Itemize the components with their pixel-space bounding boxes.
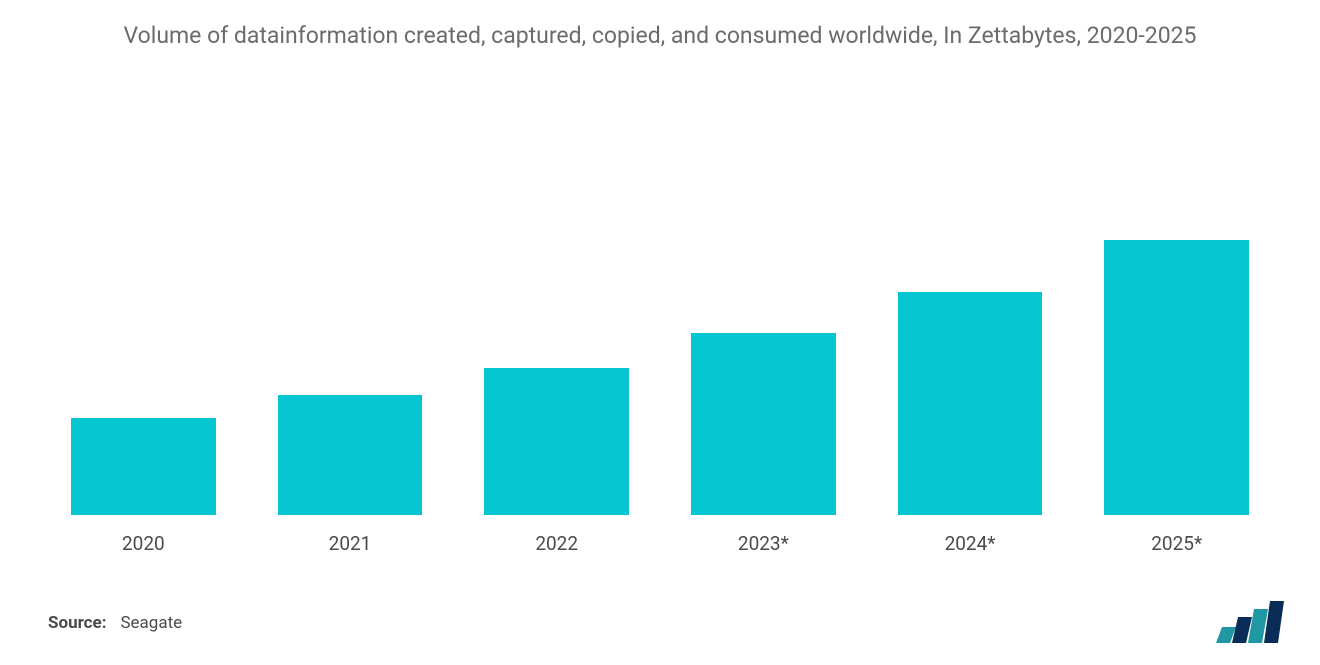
plot-area [40,120,1280,515]
source-label: Source: [48,613,106,633]
bar [71,418,216,515]
chart-title: Volume of datainformation created, captu… [0,0,1320,51]
x-axis-labels: 2020202120222023*2024*2025* [40,532,1280,555]
source-line: Source: Seagate [48,613,182,633]
bar [1104,240,1249,515]
bar [484,368,629,515]
bar [278,395,423,515]
source-value: Seagate [120,613,182,633]
x-axis-label: 2025* [1073,532,1280,555]
x-axis-label: 2022 [453,532,660,555]
bar-slot [1073,120,1280,515]
x-axis-label: 2023* [660,532,867,555]
chart-container: Volume of datainformation created, captu… [0,0,1320,665]
x-axis-label: 2024* [867,532,1074,555]
bar-slot [247,120,454,515]
bar-slot [40,120,247,515]
bar-slot [453,120,660,515]
bar [898,292,1043,515]
bars-row [40,120,1280,515]
x-axis-label: 2020 [40,532,247,555]
bar-slot [660,120,867,515]
bar-slot [867,120,1074,515]
bar [691,333,836,515]
mordor-logo-icon [1214,601,1284,645]
x-axis-label: 2021 [247,532,454,555]
